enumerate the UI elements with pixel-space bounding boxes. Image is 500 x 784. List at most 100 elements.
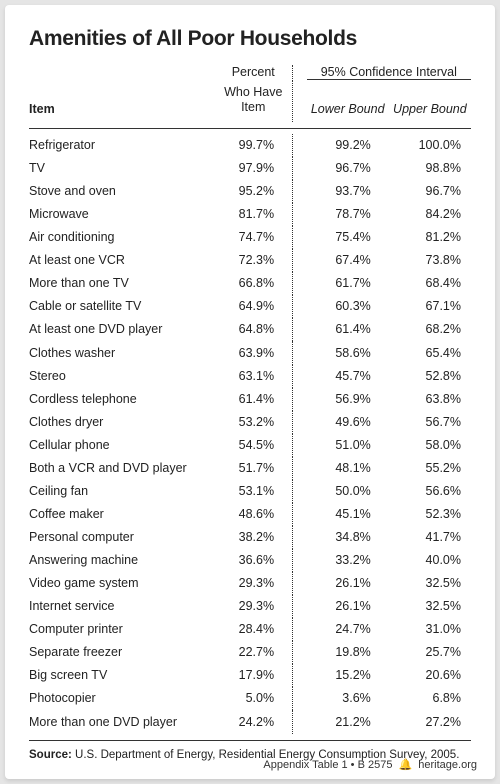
- bell-icon: 🔔: [399, 758, 413, 771]
- page-title: Amenities of All Poor Households: [29, 27, 471, 51]
- cell-upper: 68.2%: [389, 318, 471, 341]
- cell-upper: 6.8%: [389, 687, 471, 710]
- cell-pct: 97.9%: [214, 157, 292, 180]
- cell-lower: 96.7%: [307, 157, 389, 180]
- table-row: Personal computer38.2%34.8%41.7%: [29, 526, 471, 549]
- cell-lower: 67.4%: [307, 249, 389, 272]
- table-row: Clothes dryer53.2% 49.6%56.7%: [29, 411, 471, 434]
- table-row: Refrigerator99.7% 99.2%100.0%: [29, 134, 471, 157]
- cell-upper: 100.0%: [389, 134, 471, 157]
- cell-pct: 24.2%: [214, 710, 292, 733]
- table-row: Both a VCR and DVD player51.7%48.1%55.2%: [29, 457, 471, 480]
- col-header-item: Item: [29, 81, 214, 122]
- cell-lower: 33.2%: [307, 549, 389, 572]
- table-row: Stove and oven95.2% 93.7%96.7%: [29, 180, 471, 203]
- table-row: Coffee maker48.6%45.1%52.3%: [29, 503, 471, 526]
- cell-lower: 3.6%: [307, 687, 389, 710]
- cell-item: Video game system: [29, 572, 214, 595]
- cell-upper: 65.4%: [389, 341, 471, 364]
- cell-upper: 55.2%: [389, 457, 471, 480]
- cell-lower: 58.6%: [307, 341, 389, 364]
- amenities-table-body: Refrigerator99.7% 99.2%100.0% TV97.9% 96.7%…: [29, 134, 471, 734]
- cell-lower: 49.6%: [307, 411, 389, 434]
- cell-item: Photocopier: [29, 687, 214, 710]
- cell-pct: 66.8%: [214, 272, 292, 295]
- table-row: Photocopier5.0%3.6%6.8%: [29, 687, 471, 710]
- cell-upper: 32.5%: [389, 572, 471, 595]
- cell-upper: 98.8%: [389, 157, 471, 180]
- cell-pct: 48.6%: [214, 503, 292, 526]
- cell-upper: 58.0%: [389, 434, 471, 457]
- cell-lower: 45.1%: [307, 503, 389, 526]
- cell-item: Stove and oven: [29, 180, 214, 203]
- col-header-pct-l2: Who Have: [214, 85, 292, 101]
- source-label: Source:: [29, 749, 72, 761]
- cell-item: Answering machine: [29, 549, 214, 572]
- cell-pct: 61.4%: [214, 388, 292, 411]
- cell-item: More than one TV: [29, 272, 214, 295]
- cell-upper: 56.6%: [389, 480, 471, 503]
- table-row: Video game system29.3%26.1%32.5%: [29, 572, 471, 595]
- cell-lower: 26.1%: [307, 595, 389, 618]
- amenities-table: Percent 95% Confidence Interval Item Who…: [29, 65, 471, 122]
- cell-lower: 19.8%: [307, 641, 389, 664]
- col-header-upper: Upper Bound: [389, 81, 471, 122]
- cell-upper: 52.8%: [389, 365, 471, 388]
- cell-upper: 27.2%: [389, 710, 471, 733]
- cell-lower: 34.8%: [307, 526, 389, 549]
- cell-item: Cordless telephone: [29, 388, 214, 411]
- cell-upper: 56.7%: [389, 411, 471, 434]
- table-row: Separate freezer22.7%19.8%25.7%: [29, 641, 471, 664]
- cell-lower: 75.4%: [307, 226, 389, 249]
- table-row: Answering machine36.6%33.2%40.0%: [29, 549, 471, 572]
- cell-upper: 67.1%: [389, 295, 471, 318]
- cell-upper: 40.0%: [389, 549, 471, 572]
- cell-lower: 60.3%: [307, 295, 389, 318]
- cell-lower: 48.1%: [307, 457, 389, 480]
- table-row: Cordless telephone61.4%56.9%63.8%: [29, 388, 471, 411]
- table-row: More than one TV66.8%61.7%68.4%: [29, 272, 471, 295]
- cell-lower: 93.7%: [307, 180, 389, 203]
- footer: Appendix Table 1 • B 2575 🔔 heritage.org: [263, 758, 477, 771]
- cell-item: Clothes washer: [29, 341, 214, 364]
- cell-pct: 38.2%: [214, 526, 292, 549]
- cell-upper: 32.5%: [389, 595, 471, 618]
- cell-lower: 26.1%: [307, 572, 389, 595]
- cell-item: More than one DVD player: [29, 710, 214, 733]
- cell-pct: 64.8%: [214, 318, 292, 341]
- table-row: Ceiling fan53.1%50.0%56.6%: [29, 480, 471, 503]
- cell-lower: 99.2%: [307, 134, 389, 157]
- cell-item: Clothes dryer: [29, 411, 214, 434]
- footer-right: heritage.org: [418, 759, 477, 771]
- cell-item: Personal computer: [29, 526, 214, 549]
- col-header-pct-l1: Percent: [214, 65, 292, 81]
- cell-lower: 15.2%: [307, 664, 389, 687]
- cell-pct: 95.2%: [214, 180, 292, 203]
- cell-item: Cable or satellite TV: [29, 295, 214, 318]
- col-header-lower: Lower Bound: [307, 81, 389, 122]
- cell-item: Cellular phone: [29, 434, 214, 457]
- footer-left: Appendix Table 1 • B 2575: [263, 759, 392, 771]
- cell-pct: 72.3%: [214, 249, 292, 272]
- table-row: At least one VCR72.3%67.4%73.8%: [29, 249, 471, 272]
- cell-pct: 28.4%: [214, 618, 292, 641]
- cell-pct: 81.7%: [214, 203, 292, 226]
- table-row: More than one DVD player24.2%21.2%27.2%: [29, 710, 471, 733]
- table-row: Cellular phone54.5%51.0%58.0%: [29, 434, 471, 457]
- cell-item: Separate freezer: [29, 641, 214, 664]
- cell-lower: 61.7%: [307, 272, 389, 295]
- cell-item: TV: [29, 157, 214, 180]
- cell-pct: 53.2%: [214, 411, 292, 434]
- cell-pct: 74.7%: [214, 226, 292, 249]
- cell-item: Refrigerator: [29, 134, 214, 157]
- cell-upper: 96.7%: [389, 180, 471, 203]
- cell-lower: 78.7%: [307, 203, 389, 226]
- cell-pct: 99.7%: [214, 134, 292, 157]
- cell-pct: 17.9%: [214, 664, 292, 687]
- cell-upper: 31.0%: [389, 618, 471, 641]
- cell-pct: 53.1%: [214, 480, 292, 503]
- col-header-ci-group: 95% Confidence Interval: [321, 65, 457, 79]
- cell-item: At least one VCR: [29, 249, 214, 272]
- cell-item: Both a VCR and DVD player: [29, 457, 214, 480]
- cell-lower: 50.0%: [307, 480, 389, 503]
